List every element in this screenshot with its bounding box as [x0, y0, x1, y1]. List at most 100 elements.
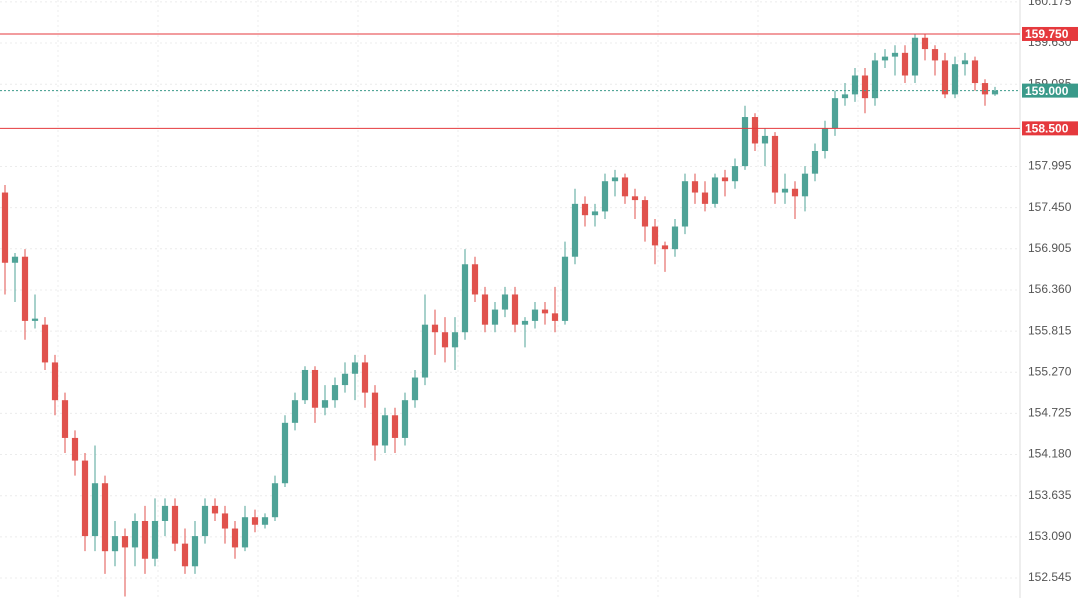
candle-body: [991, 90, 999, 95]
candle-body: [361, 362, 369, 393]
candle-body: [501, 294, 509, 310]
candle-body: [261, 517, 269, 525]
candle-body: [531, 309, 539, 321]
candle-body: [571, 203, 579, 257]
candle-body: [491, 309, 499, 325]
candle-body: [591, 211, 599, 216]
candle-body: [811, 151, 819, 174]
candle-body: [191, 536, 199, 567]
candle-body: [601, 181, 609, 212]
price-label: 158.500: [1025, 122, 1069, 136]
candle-body: [841, 94, 849, 99]
candle-body: [21, 256, 29, 321]
candle-body: [621, 177, 629, 197]
candle-body: [331, 385, 339, 401]
candle-body: [851, 75, 859, 95]
candle-body: [681, 181, 689, 227]
price-label-box: [1022, 121, 1078, 136]
candle-body: [911, 37, 919, 76]
candle-body: [311, 369, 319, 408]
candle-body: [461, 264, 469, 333]
candle-body: [451, 332, 459, 348]
candle-body: [431, 324, 439, 333]
candle-body: [521, 320, 529, 325]
candle-body: [511, 294, 519, 325]
candle-body: [51, 362, 59, 401]
price-label: 159.000: [1025, 84, 1069, 98]
price-label-box: [1022, 83, 1078, 98]
candle-body: [651, 226, 659, 246]
candle-body: [271, 483, 279, 518]
candle-body: [101, 483, 109, 552]
candle-body: [281, 422, 289, 484]
candle-body: [421, 324, 429, 378]
candle-body: [221, 513, 229, 529]
candle-body: [71, 437, 79, 461]
candle-body: [941, 60, 949, 95]
candle-body: [821, 128, 829, 152]
candle-body: [1, 192, 9, 263]
candle-body: [791, 188, 799, 197]
candle-body: [731, 166, 739, 182]
candle-body: [251, 517, 259, 525]
candle-body: [411, 377, 419, 401]
candle-body: [831, 98, 839, 129]
candle-body: [131, 520, 139, 548]
candle-body: [931, 49, 939, 61]
candle-body: [631, 196, 639, 201]
candle-body: [891, 52, 899, 57]
candle-body: [291, 400, 299, 423]
candle-body: [951, 64, 959, 95]
candle-body: [441, 332, 449, 348]
candle-body: [161, 505, 169, 521]
y-tick-label: 156.360: [1028, 282, 1072, 296]
y-tick-label: 153.635: [1028, 488, 1072, 502]
y-tick-label: 152.545: [1028, 570, 1072, 584]
candle-body: [121, 536, 129, 548]
y-tick-label: 157.995: [1028, 159, 1072, 173]
candle-body: [31, 318, 39, 321]
y-tick-label: 154.725: [1028, 406, 1072, 420]
candle-body: [211, 505, 219, 514]
candle-body: [871, 60, 879, 99]
price-label-box: [1022, 26, 1078, 41]
candle-body: [471, 264, 479, 295]
candle-body: [241, 517, 249, 548]
candle-body: [141, 520, 149, 559]
candle-body: [391, 415, 399, 438]
candle-body: [721, 177, 729, 182]
candle-body: [351, 362, 359, 374]
candle-body: [371, 392, 379, 446]
candle-body: [321, 400, 329, 408]
candle-body: [771, 135, 779, 193]
candle-body: [961, 60, 969, 65]
candle-body: [761, 135, 769, 144]
candle-body: [661, 245, 669, 250]
candle-body: [341, 373, 349, 386]
y-tick-label: 153.090: [1028, 529, 1072, 543]
candle-body: [231, 528, 239, 548]
candle-body: [81, 460, 89, 537]
candle-body: [691, 181, 699, 193]
price-label: 159.750: [1025, 27, 1069, 41]
y-tick-label: 155.270: [1028, 364, 1072, 378]
candle-body: [111, 536, 119, 552]
candle-body: [921, 37, 929, 50]
candle-body: [741, 117, 749, 167]
candle-body: [881, 56, 889, 61]
candle-body: [301, 369, 309, 401]
candle-body: [481, 294, 489, 325]
candle-body: [551, 313, 559, 321]
candle-body: [61, 400, 69, 438]
candle-body: [171, 505, 179, 544]
candle-body: [401, 400, 409, 438]
y-tick-label: 156.905: [1028, 241, 1072, 255]
candle-body: [701, 192, 709, 204]
candle-body: [11, 256, 19, 263]
candle-body: [981, 83, 989, 95]
candle-body: [181, 543, 189, 567]
candle-body: [641, 200, 649, 227]
y-tick-label: 160.175: [1028, 0, 1072, 8]
candle-body: [91, 483, 99, 537]
